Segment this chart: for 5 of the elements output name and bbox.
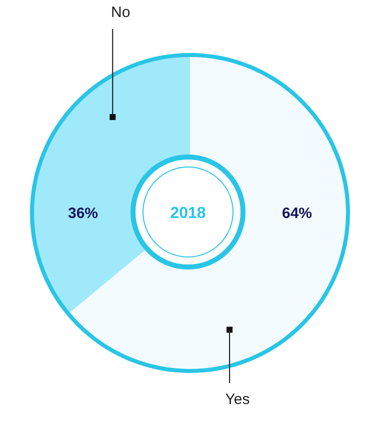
slice-label: Yes [225, 391, 250, 408]
text: 2018 [170, 205, 206, 222]
slice-label: No [111, 4, 130, 21]
data-label: 64% [282, 205, 312, 222]
data-label: 36% [68, 205, 98, 222]
